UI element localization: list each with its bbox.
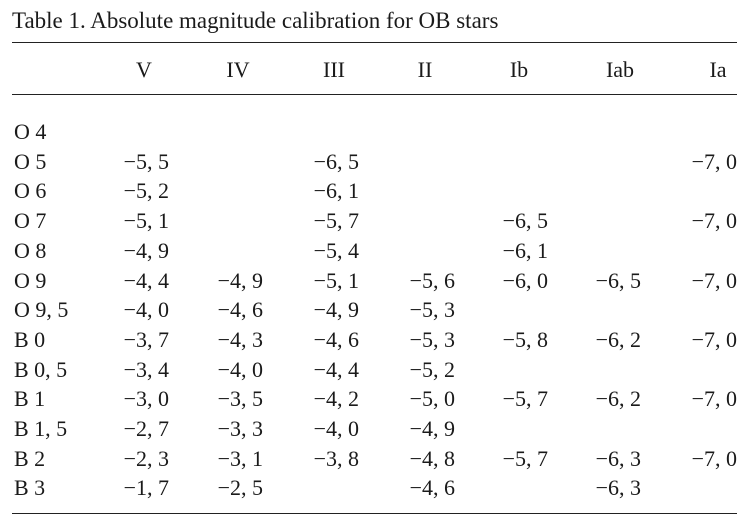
magnitude-cell: −5, 7 <box>502 445 548 471</box>
magnitude-cell: −4, 9 <box>217 267 263 293</box>
magnitude-cell: −3, 5 <box>217 386 263 412</box>
magnitude-cell: −4, 0 <box>123 297 169 323</box>
magnitude-cell: −3, 8 <box>313 445 359 471</box>
magnitude-cell: −1, 7 <box>123 475 169 501</box>
magnitude-cell: −3, 3 <box>217 416 263 441</box>
magnitude-cell: −4, 0 <box>313 416 359 441</box>
magnitude-cell: −6, 2 <box>595 326 641 352</box>
magnitude-cell: −7, 0 <box>691 326 737 352</box>
bottom-rule <box>12 513 737 514</box>
magnitude-cell: −3, 0 <box>123 386 169 412</box>
magnitude-cell: −2, 7 <box>123 416 169 441</box>
column-header-v: V <box>136 57 152 82</box>
magnitude-cell: −5, 8 <box>502 326 548 352</box>
magnitude-cell: −5, 3 <box>409 326 455 352</box>
magnitude-cell: −4, 2 <box>313 386 359 412</box>
magnitude-cell: −4, 6 <box>313 326 359 352</box>
magnitude-cell: −5, 7 <box>502 386 548 412</box>
spectral-type-cell: B 3 <box>14 475 46 501</box>
magnitude-cell: −3, 4 <box>123 356 169 382</box>
magnitude-cell: −7, 0 <box>691 445 737 471</box>
magnitude-cell: −7, 0 <box>691 148 737 174</box>
magnitude-cell: −4, 6 <box>217 297 263 323</box>
spectral-type-cell: B 0 <box>14 326 46 352</box>
magnitude-cell: −5, 2 <box>123 178 169 204</box>
magnitude-cell: −6, 2 <box>595 386 641 412</box>
magnitude-cell: −6, 5 <box>502 208 548 234</box>
magnitude-cell: −5, 1 <box>313 267 359 293</box>
column-header-iii: III <box>323 57 345 82</box>
magnitude-cell: −6, 3 <box>595 445 641 471</box>
table-caption: Table 1. Absolute magnitude calibration … <box>12 8 499 33</box>
spectral-type-cell: O 6 <box>14 178 47 204</box>
magnitude-cell: −6, 5 <box>313 148 359 174</box>
magnitude-cell: −5, 1 <box>123 208 169 234</box>
magnitude-cell: −6, 0 <box>502 267 548 293</box>
column-header-ii: II <box>417 57 433 82</box>
magnitude-cell: −4, 9 <box>123 237 169 263</box>
spectral-type-cell: O 8 <box>14 237 47 263</box>
spectral-type-cell: B 0, 5 <box>14 356 68 382</box>
magnitude-cell: −5, 4 <box>313 237 359 263</box>
magnitude-cell: −2, 3 <box>123 445 169 471</box>
spectral-type-cell: O 9 <box>14 267 47 293</box>
column-header-iab: Iab <box>605 57 635 82</box>
magnitude-cell: −7, 0 <box>691 208 737 234</box>
header-rule <box>12 94 737 95</box>
column-header-iv: IV <box>226 57 250 82</box>
magnitude-cell: −6, 1 <box>502 237 548 263</box>
magnitude-cell: −5, 0 <box>409 386 455 412</box>
spectral-type-cell: O 7 <box>14 208 47 234</box>
spectral-type-cell: B 1 <box>14 386 46 412</box>
magnitude-cell: −5, 6 <box>409 267 455 293</box>
magnitude-cell: −5, 3 <box>409 297 455 323</box>
spectral-type-cell: B 2 <box>14 445 46 471</box>
magnitude-cell: −4, 8 <box>409 445 455 471</box>
magnitude-cell: −3, 1 <box>217 445 263 471</box>
column-header-ib: Ib <box>509 57 529 82</box>
magnitude-cell: −7, 0 <box>691 267 737 293</box>
spectral-type-cell: O 9, 5 <box>14 297 69 323</box>
magnitude-cell: −5, 5 <box>123 148 169 174</box>
magnitude-cell: −4, 9 <box>313 297 359 323</box>
magnitude-cell: −4, 3 <box>217 326 263 352</box>
column-header-ia: Ia <box>709 57 727 82</box>
magnitude-cell: −7, 0 <box>691 386 737 412</box>
spectral-type-cell: O 5 <box>14 148 47 174</box>
magnitude-cell: −2, 5 <box>217 475 263 501</box>
top-rule <box>12 42 737 43</box>
magnitude-cell: −5, 2 <box>409 356 455 382</box>
magnitude-cell: −6, 5 <box>595 267 641 293</box>
spectral-type-cell: B 1, 5 <box>14 416 68 441</box>
magnitude-cell: −4, 4 <box>123 267 169 293</box>
magnitude-cell: −4, 0 <box>217 356 263 382</box>
magnitude-cell: −4, 6 <box>409 475 455 501</box>
magnitude-cell: −4, 4 <box>313 356 359 382</box>
spectral-type-cell: O 4 <box>14 119 47 144</box>
magnitude-cell: −6, 1 <box>313 178 359 204</box>
magnitude-cell: −6, 3 <box>595 475 641 501</box>
magnitude-cell: −3, 7 <box>123 326 169 352</box>
magnitude-cell: −4, 9 <box>409 416 455 441</box>
magnitude-cell: −5, 7 <box>313 208 359 234</box>
